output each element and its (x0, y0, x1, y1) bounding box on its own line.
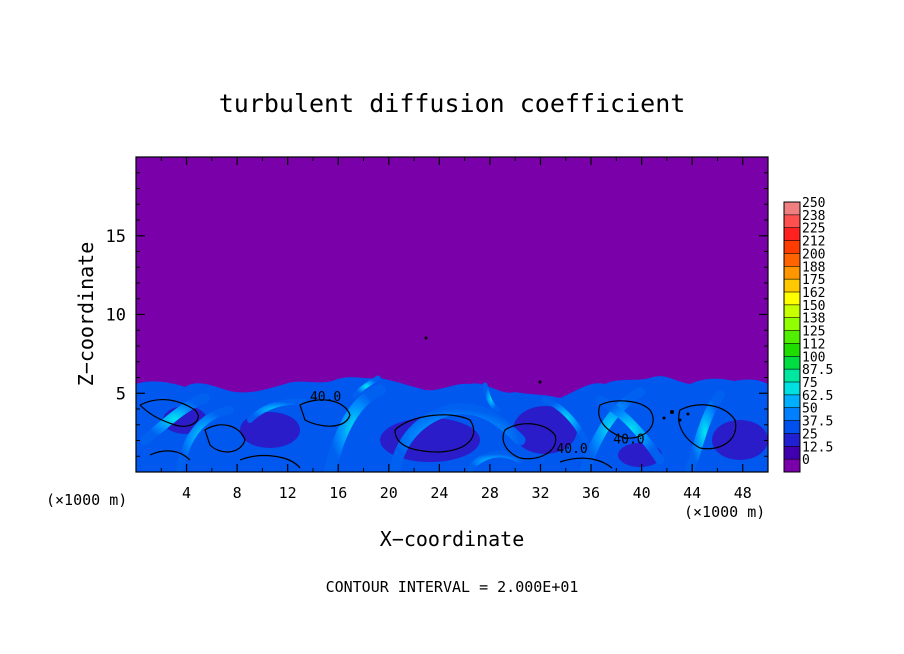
colorbar-label: 200 (802, 247, 825, 262)
contour-label: 40.0 (556, 442, 587, 457)
colorbar-swatch (784, 459, 800, 472)
contour-labels: 40.0 40.0 40.0 (310, 390, 645, 457)
colorbar-swatch (784, 279, 800, 292)
colorbar-label: 225 (802, 222, 825, 237)
colorbar-label: 238 (802, 209, 825, 224)
x-tick-label: 20 (380, 484, 398, 502)
colorbar-label: 0 (802, 453, 810, 468)
plot-area: 40.0 40.0 40.0 (135, 156, 769, 473)
colorbar-label: 112 (802, 337, 825, 352)
colorbar-label: 188 (802, 260, 825, 275)
y-axis: 5 10 15 (106, 172, 768, 457)
x-tick-label: 40 (633, 484, 651, 502)
colorbar-swatch (784, 356, 800, 370)
turbulence-field (136, 336, 768, 472)
colorbar-swatch (784, 240, 800, 254)
colorbar-label: 138 (802, 312, 825, 327)
contour-label: 40.0 (310, 390, 341, 405)
y-tick-label: 15 (106, 227, 126, 247)
x-tick-label: 44 (683, 484, 701, 502)
colorbar-swatch (784, 253, 800, 267)
colorbar-swatch (784, 420, 800, 434)
colorbar-label: 37.5 (802, 415, 833, 430)
colorbar-swatch (784, 304, 800, 318)
x-tick-label: 36 (582, 484, 600, 502)
colorbar-label: 75 (802, 376, 818, 391)
contour-lines (139, 398, 737, 469)
colorbar-swatch (784, 446, 800, 460)
y-tick-label: 5 (116, 384, 126, 404)
colorbar: 2502382252122001881751621501381251121008… (783, 196, 833, 473)
colorbar-swatch (784, 266, 800, 280)
x-unit-right: (×1000 m) (684, 503, 765, 521)
colorbar-swatch (784, 317, 800, 331)
colorbar-label: 125 (802, 325, 825, 340)
x-tick-label: 28 (481, 484, 499, 502)
colorbar-swatch (784, 214, 800, 228)
colorbar-label: 25 (802, 427, 818, 442)
x-axis: 4 8 12 16 20 24 28 32 36 40 44 48 (160, 157, 752, 502)
y-tick-label: 10 (106, 306, 126, 326)
colorbar-swatch (784, 382, 800, 395)
colorbar-label: 12.5 (802, 440, 833, 455)
colorbar-label: 250 (802, 196, 825, 211)
colorbar-swatch (784, 433, 800, 447)
colorbar-swatch (784, 202, 800, 215)
colorbar-swatch (784, 330, 800, 344)
colorbar-label: 162 (802, 286, 825, 301)
chart-title: turbulent diffusion coefficient (219, 89, 686, 118)
colorbar-label: 150 (802, 299, 825, 314)
colorbar-label: 212 (802, 235, 825, 250)
x-tick-label: 48 (734, 484, 752, 502)
x-axis-label: X−coordinate (380, 527, 525, 551)
x-tick-label: 16 (329, 484, 347, 502)
y-axis-label: Z−coordinate (74, 242, 98, 387)
colorbar-label: 87.5 (802, 363, 833, 378)
colorbar-label: 100 (802, 350, 825, 365)
contour-interval-footer: CONTOUR INTERVAL = 2.000E+01 (326, 578, 579, 596)
colorbar-label: 62.5 (802, 389, 833, 404)
contour-label: 40.0 (613, 433, 644, 448)
colorbar-swatch (784, 369, 800, 382)
small-contour-spots (424, 336, 690, 422)
x-unit-left: (×1000 m) (46, 491, 127, 509)
x-tick-label: 4 (182, 484, 191, 502)
x-tick-label: 24 (430, 484, 448, 502)
x-tick-label: 12 (279, 484, 297, 502)
colorbar-label: 175 (802, 273, 825, 288)
colorbar-swatch (784, 394, 800, 408)
colorbar-label: 50 (802, 402, 818, 417)
x-tick-label: 8 (233, 484, 242, 502)
colorbar-swatch (784, 343, 800, 357)
colorbar-swatch (784, 407, 800, 421)
colorbar-swatch (784, 227, 800, 241)
colorbar-swatch (784, 292, 800, 305)
x-tick-label: 32 (531, 484, 549, 502)
